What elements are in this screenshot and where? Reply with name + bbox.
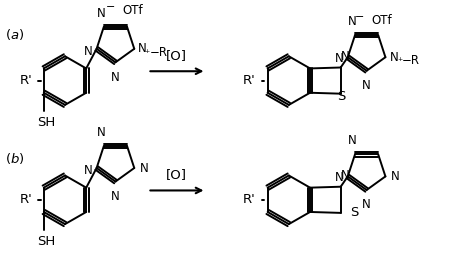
Text: N: N: [138, 42, 147, 55]
Text: N: N: [111, 190, 120, 203]
Text: N: N: [97, 126, 106, 139]
Text: N: N: [341, 50, 350, 63]
Text: N: N: [390, 51, 399, 64]
Text: N: N: [362, 79, 371, 92]
Text: S: S: [337, 89, 345, 102]
Text: −: −: [106, 2, 116, 12]
Text: N: N: [335, 52, 344, 65]
Text: N: N: [341, 169, 350, 182]
Text: N: N: [111, 71, 120, 84]
Text: N: N: [84, 164, 93, 177]
Text: S: S: [350, 206, 358, 219]
Text: N: N: [335, 171, 344, 184]
Text: ⁺: ⁺: [145, 49, 150, 59]
Text: SH: SH: [37, 235, 55, 248]
Text: N: N: [391, 170, 400, 183]
Text: [O]: [O]: [166, 49, 187, 62]
Text: −R: −R: [149, 46, 167, 59]
Text: R': R': [19, 74, 32, 87]
Text: OTf: OTf: [372, 14, 392, 27]
Text: N: N: [348, 15, 357, 28]
Text: OTf: OTf: [123, 4, 143, 17]
Text: SH: SH: [37, 116, 55, 129]
Text: −: −: [355, 12, 365, 22]
Text: ⁺: ⁺: [397, 57, 402, 67]
Text: R': R': [243, 74, 256, 87]
Text: N: N: [97, 7, 106, 20]
Text: R': R': [19, 193, 32, 206]
Text: $(a)$: $(a)$: [5, 27, 25, 42]
Text: N: N: [84, 45, 93, 58]
Text: N: N: [348, 134, 357, 147]
Text: N: N: [362, 198, 371, 211]
Text: −R: −R: [402, 54, 420, 67]
Text: R': R': [243, 193, 256, 206]
Text: N: N: [140, 161, 149, 174]
Text: $(b)$: $(b)$: [5, 151, 25, 166]
Text: [O]: [O]: [166, 168, 187, 181]
